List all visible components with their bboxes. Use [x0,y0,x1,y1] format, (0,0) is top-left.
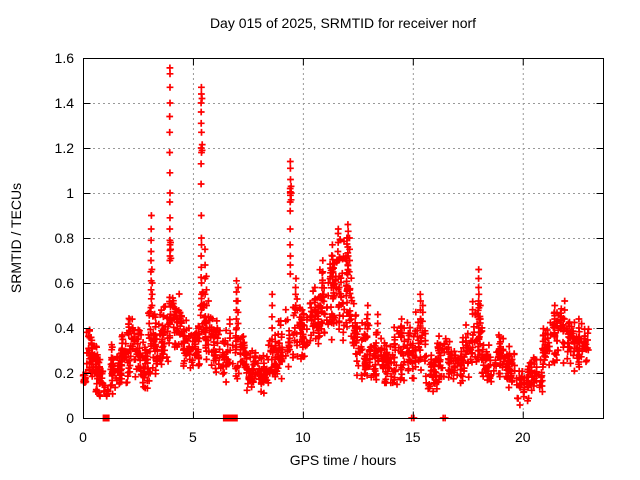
data-points-srmtid [78,63,593,423]
x-tick-label: 20 [515,429,531,445]
y-tick-label: 0.4 [55,320,75,336]
y-tick-label: 1.4 [55,95,75,111]
tick-labels: 0 0.2 0.4 0.6 0.8 1 1.2 1.4 1.6 0 5 10 15 20 [55,50,531,445]
y-tick-label: 1 [66,185,74,201]
x-tick-label: 10 [295,429,311,445]
y-tick-label: 0.2 [55,365,75,381]
y-tick-label: 0.8 [55,230,75,246]
y-tick-label: 0 [66,410,74,426]
y-tick-label: 1.6 [55,50,75,66]
y-tick-label: 1.2 [55,140,75,156]
x-tick-label: 0 [79,429,87,445]
x-axis-label: GPS time / hours [289,452,397,468]
y-tick-label: 0.6 [55,275,75,291]
y-axis-label: SRMTID / TECUs [8,182,24,294]
x-tick-label: 5 [189,429,197,445]
x-tick-label: 15 [405,429,421,445]
chart-title: Day 015 of 2025, SRMTID for receiver nor… [209,15,477,31]
axes-border [83,58,604,419]
